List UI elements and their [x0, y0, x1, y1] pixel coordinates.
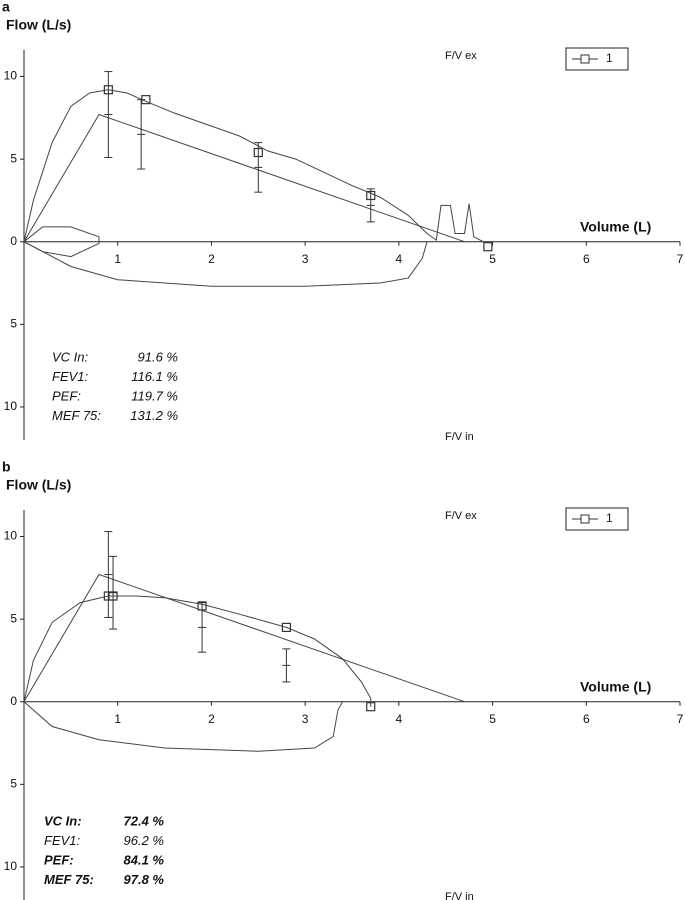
panel-label: a [2, 0, 10, 15]
stat-value: 119.7 % [131, 388, 178, 403]
curve [23, 573, 465, 703]
x-tick-label: 3 [302, 712, 309, 726]
x-tick-label: 2 [208, 712, 215, 726]
x-tick-label: 1 [114, 712, 121, 726]
y-tick-label: 10 [4, 529, 18, 543]
stat-value: 96.2 % [124, 833, 164, 848]
stat-label: PEF: [52, 388, 81, 403]
stat-value: 116.1 % [131, 369, 178, 384]
bottom-label: F/V in [445, 891, 474, 900]
y-tick-label: 10 [4, 399, 18, 413]
legend-marker [580, 54, 590, 64]
y-axis-title: Flow (L/s) [6, 477, 71, 493]
x-tick-label: 6 [583, 252, 590, 266]
y-tick-label: 0 [10, 234, 17, 248]
marker [483, 242, 493, 252]
curve [23, 701, 344, 752]
stat-value: 84.1 % [124, 852, 165, 867]
legend-label: 1 [606, 511, 613, 525]
bottom-label: F/V in [445, 431, 474, 443]
stat-label: FEV1: [44, 833, 81, 848]
stat-label: VC In: [44, 813, 82, 828]
x-tick-label: 1 [114, 252, 121, 266]
stat-value: 72.4 % [124, 813, 165, 828]
y-tick-label: 10 [4, 69, 18, 83]
top-label: F/V ex [445, 50, 477, 62]
top-label: F/V ex [445, 510, 477, 522]
x-tick-label: 7 [677, 712, 684, 726]
x-tick-label: 5 [489, 712, 496, 726]
stat-label: PEF: [44, 852, 74, 867]
x-axis-title: Volume (L) [580, 678, 651, 694]
curve [23, 241, 428, 287]
x-tick-label: 4 [396, 712, 403, 726]
legend-label: 1 [606, 51, 613, 65]
panel-label: b [2, 459, 11, 475]
curve [23, 113, 465, 243]
legend-marker [580, 514, 590, 524]
x-tick-label: 3 [302, 252, 309, 266]
stat-label: MEF 75: [44, 872, 94, 887]
curve [23, 226, 100, 258]
x-tick-label: 5 [489, 252, 496, 266]
y-axis-title: Flow (L/s) [6, 17, 71, 33]
stat-label: FEV1: [52, 369, 89, 384]
y-tick-label: 5 [10, 777, 17, 791]
y-tick-label: 10 [4, 859, 18, 873]
x-tick-label: 2 [208, 252, 215, 266]
stat-label: MEF 75: [52, 408, 101, 423]
y-tick-label: 5 [10, 317, 17, 331]
stat-value: 97.8 % [124, 872, 165, 887]
y-tick-label: 5 [10, 611, 17, 625]
curve [23, 89, 484, 243]
x-tick-label: 4 [396, 252, 403, 266]
x-axis-title: Volume (L) [580, 218, 651, 234]
x-tick-label: 7 [677, 252, 684, 266]
stat-value: 91.6 % [138, 349, 178, 364]
y-tick-label: 0 [10, 694, 17, 708]
y-tick-label: 5 [10, 151, 17, 165]
stat-label: VC In: [52, 349, 89, 364]
x-tick-label: 6 [583, 712, 590, 726]
stat-value: 131.2 % [130, 408, 178, 423]
